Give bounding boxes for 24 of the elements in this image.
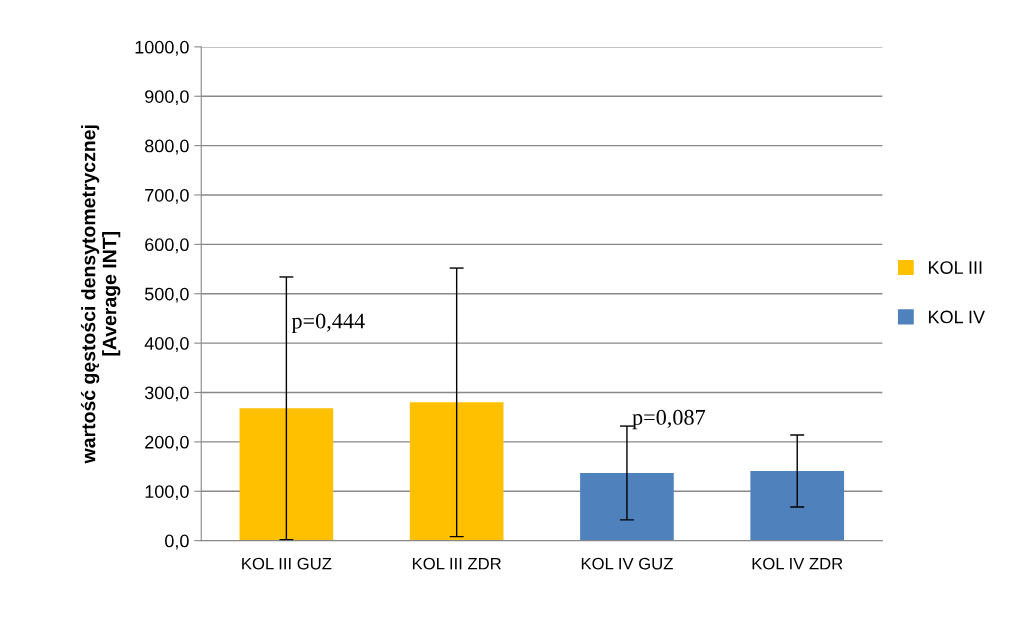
bar (750, 471, 845, 541)
y-tick-label: 300,0 (144, 386, 189, 402)
y-tick-label: 1000,0 (135, 40, 189, 56)
y-tick-label: 400,0 (144, 337, 189, 352)
y-tick-label: 900,0 (145, 90, 189, 106)
x-tick-label: KOL IV GUZ (581, 557, 673, 570)
x-tick-label: KOL III GUZ (242, 557, 332, 570)
legend-label: KOL IV (928, 310, 985, 324)
y-tick-label: 600,0 (145, 238, 189, 254)
bar (580, 472, 674, 541)
y-axis-title: wartość gęstości densytometrycznej [Average INT] (80, 125, 121, 464)
y-tick-label: 500,0 (144, 287, 189, 303)
x-tick-label: KOL IV ZDR (752, 557, 843, 570)
bar (239, 408, 334, 541)
y-tick-label: 100,0 (145, 485, 189, 501)
y-tick-label: 200,0 (145, 435, 189, 451)
y-tick-label: 800,0 (145, 139, 189, 155)
annotation: p=0,087 (632, 409, 706, 430)
bar (409, 402, 504, 541)
y-tick-label: 0,0 (165, 534, 189, 550)
annotation: p=0,444 (291, 313, 365, 334)
y-tick-label: 700,0 (145, 188, 189, 204)
legend-label: KOL III (928, 261, 982, 274)
x-tick-label: KOL III ZDR (412, 557, 501, 570)
